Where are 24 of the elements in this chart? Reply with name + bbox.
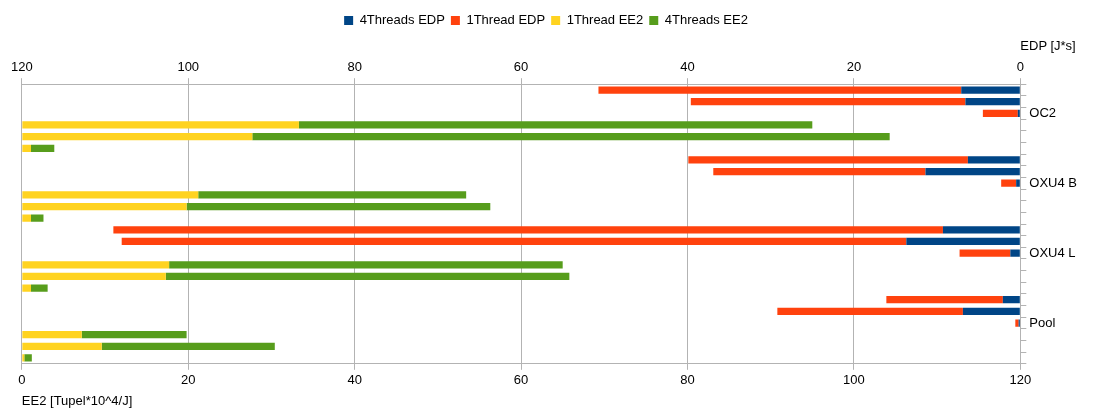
x-tick-label: 80: [680, 372, 695, 388]
x-tick-label: 120: [1009, 372, 1032, 388]
legend-label: 4Threads EE2: [664, 12, 748, 28]
legend-label: 4Threads EDP: [359, 12, 445, 28]
x2-tick-label: 100: [177, 58, 200, 74]
x-axis-title: EE2 [Tupel*10^4/J]: [21, 392, 133, 408]
x2-tick-label: 40: [680, 58, 695, 74]
x-tick-label: 0: [18, 372, 26, 388]
y-tick-label: OC2: [1029, 104, 1057, 120]
y-tick-label: OXU4 B: [1029, 174, 1077, 190]
y-tick-label: Pool: [1029, 314, 1056, 330]
x2-tick-label: 20: [846, 58, 862, 74]
x2-tick-label: 120: [10, 58, 33, 74]
y-tick-label: OXU4 L: [1029, 244, 1076, 260]
x-tick-label: 40: [347, 372, 362, 388]
x2-tick-label: 80: [347, 58, 362, 74]
x-tick-label: 20: [181, 372, 196, 388]
x2-axis-title: EDP [J*s]: [1020, 38, 1076, 54]
x-tick-label: 60: [513, 372, 529, 388]
legend-label: 1Thread EDP: [466, 12, 546, 28]
x-tick-label: 100: [843, 372, 865, 388]
x2-tick-label: 0: [1016, 58, 1024, 74]
x2-tick-label: 60: [513, 58, 529, 74]
legend-label: 1Thread EE2: [566, 12, 644, 28]
